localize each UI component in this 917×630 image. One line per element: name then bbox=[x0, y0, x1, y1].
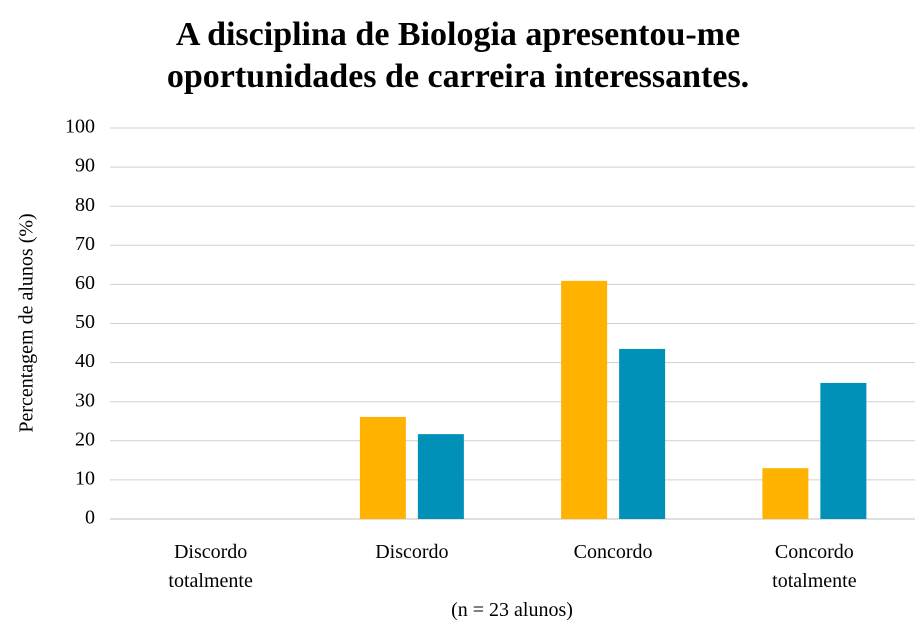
bar bbox=[820, 382, 867, 519]
bar bbox=[359, 416, 406, 519]
x-tick-label: Concordo totalmente bbox=[772, 541, 857, 592]
chart-title: A disciplina de Biologia apresentou-me o… bbox=[166, 16, 750, 95]
y-tick-label: 60 bbox=[75, 272, 95, 294]
x-tick-label: Discordo bbox=[375, 541, 449, 563]
y-tick-label: 40 bbox=[75, 350, 95, 372]
bar bbox=[619, 348, 666, 519]
x-tick-label: Discordo totalmente bbox=[168, 541, 253, 592]
y-tick-label: 20 bbox=[75, 428, 95, 450]
x-tick-label: Concordo bbox=[573, 541, 653, 563]
y-tick-label: 90 bbox=[75, 155, 95, 177]
y-tick-label: 100 bbox=[65, 116, 95, 138]
bar bbox=[417, 434, 464, 519]
bar bbox=[561, 280, 608, 519]
y-tick-label: 80 bbox=[75, 194, 95, 216]
x-axis-label: (n = 23 alunos) bbox=[451, 599, 573, 621]
y-tick-label: 30 bbox=[75, 389, 95, 411]
bar bbox=[762, 468, 809, 519]
y-tick-label: 10 bbox=[75, 467, 95, 489]
y-tick-label: 50 bbox=[75, 311, 95, 333]
y-tick-label: 0 bbox=[85, 507, 95, 529]
y-axis-label: Percentagem de alunos (%) bbox=[16, 213, 38, 432]
y-tick-label: 70 bbox=[75, 233, 95, 255]
